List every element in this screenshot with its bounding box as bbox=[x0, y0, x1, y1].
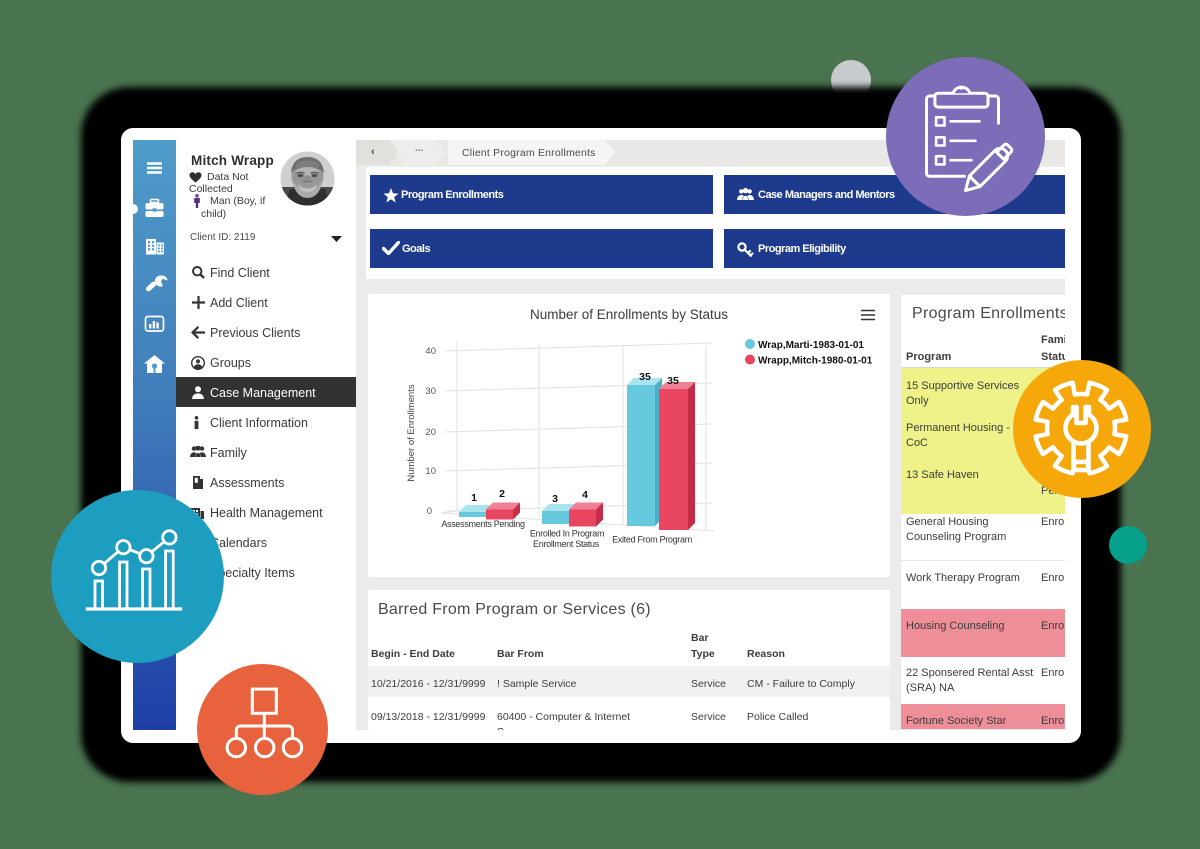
svg-text:35: 35 bbox=[667, 375, 679, 387]
svg-text:Number of Enrollments by Statu: Number of Enrollments by Status bbox=[530, 307, 728, 322]
svg-text:Exited From Program: Exited From Program bbox=[612, 535, 692, 545]
svg-text:35: 35 bbox=[639, 371, 651, 383]
svg-text:Enrolled In Program: Enrolled In Program bbox=[530, 529, 604, 539]
svg-text:20: 20 bbox=[425, 427, 436, 438]
svg-text:Wrap,Marti-1983-01-01: Wrap,Marti-1983-01-01 bbox=[758, 340, 864, 351]
svg-text:1: 1 bbox=[471, 492, 477, 504]
svg-text:Assessments Pending: Assessments Pending bbox=[441, 519, 525, 529]
svg-text:4: 4 bbox=[582, 489, 588, 501]
svg-text:40: 40 bbox=[425, 346, 436, 357]
svg-text:Wrapp,Mitch-1980-01-01: Wrapp,Mitch-1980-01-01 bbox=[758, 356, 873, 367]
svg-text:30: 30 bbox=[425, 386, 436, 397]
svg-text:3: 3 bbox=[552, 493, 558, 505]
svg-text:2: 2 bbox=[499, 488, 505, 500]
svg-text:0: 0 bbox=[427, 506, 432, 517]
svg-text:10: 10 bbox=[425, 466, 436, 477]
svg-text:Enrollment Status: Enrollment Status bbox=[533, 539, 600, 549]
svg-text:Number of Enrollments: Number of Enrollments bbox=[406, 384, 417, 481]
